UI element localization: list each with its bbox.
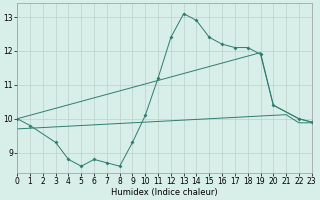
X-axis label: Humidex (Indice chaleur): Humidex (Indice chaleur) (111, 188, 218, 197)
